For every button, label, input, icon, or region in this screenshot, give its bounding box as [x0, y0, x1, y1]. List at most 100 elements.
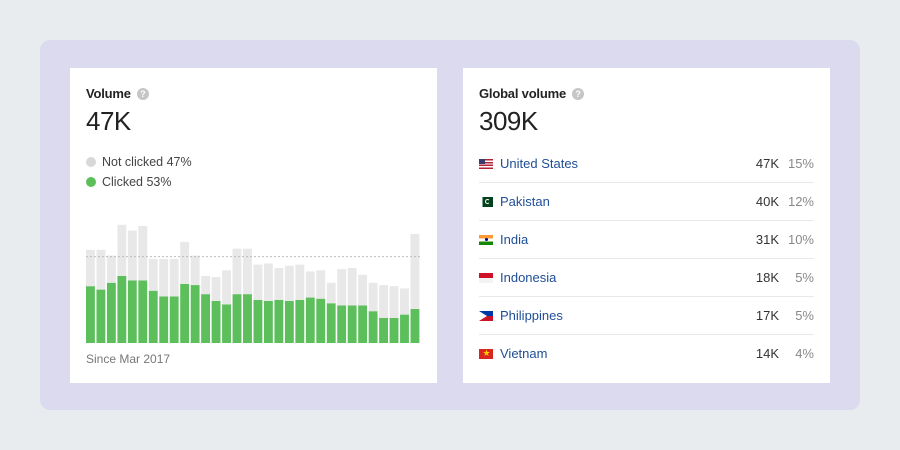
bar-not-clicked: [263, 263, 273, 301]
bar-clicked: [316, 298, 326, 343]
country-row-in: India 31K 10%: [479, 221, 814, 259]
country-row-vn: Vietnam 14K 4%: [479, 335, 814, 372]
bar-not-clicked: [253, 264, 263, 300]
bar-not-clicked: [295, 264, 305, 300]
country-volume: 47K: [755, 156, 779, 171]
bar-not-clicked: [86, 249, 95, 287]
bar-clicked: [337, 305, 347, 343]
country-volume: 31K: [755, 232, 779, 247]
bar-not-clicked: [180, 241, 190, 284]
bar-not-clicked: [127, 230, 137, 281]
bar-clicked: [347, 305, 357, 343]
bar-not-clicked: [169, 258, 179, 297]
bar-not-clicked: [201, 275, 211, 295]
bar-not-clicked: [305, 271, 315, 298]
help-icon[interactable]: ?: [571, 87, 584, 100]
legend-swatch-clicked: [86, 177, 96, 187]
country-row-id: Indonesia 18K 5%: [479, 259, 814, 297]
us-flag-icon: [479, 158, 493, 169]
bar-not-clicked: [284, 265, 294, 301]
bar-not-clicked: [400, 288, 409, 315]
legend-item-not-clicked: Not clicked 47%: [86, 152, 192, 172]
bar-not-clicked: [410, 233, 420, 309]
bar-not-clicked: [190, 255, 200, 286]
volume-value: 47K: [86, 106, 131, 136]
global-volume-value: 309K: [479, 106, 538, 136]
legend-label-not-clicked: Not clicked 47%: [102, 155, 192, 169]
background-frame: Volume ? 47K Not clicked 47% Clicked 53%…: [40, 40, 860, 410]
bar-not-clicked: [274, 268, 284, 300]
bar-clicked: [274, 299, 284, 343]
country-name[interactable]: Pakistan: [500, 194, 550, 209]
bar-not-clicked: [211, 277, 221, 301]
bar-clicked: [305, 297, 315, 343]
bar-clicked: [180, 283, 190, 343]
bar-not-clicked: [389, 286, 399, 318]
country-name[interactable]: India: [500, 232, 529, 247]
bar-clicked: [263, 300, 273, 343]
global-volume-title: Global volume ?: [479, 86, 584, 101]
pk-flag-icon: [479, 196, 493, 207]
bar-clicked: [169, 296, 179, 343]
bar-clicked: [368, 311, 378, 343]
bar-not-clicked: [159, 258, 169, 297]
country-volume: 40K: [755, 194, 779, 209]
global-volume-card: Global volume ? 309K United States 47K 1…: [463, 68, 830, 383]
country-name[interactable]: Indonesia: [500, 270, 557, 285]
bar-not-clicked: [222, 270, 231, 305]
volume-card: Volume ? 47K Not clicked 47% Clicked 53%…: [70, 68, 437, 383]
bar-not-clicked: [106, 255, 116, 283]
bar-clicked: [148, 290, 158, 343]
legend-item-clicked: Clicked 53%: [86, 172, 192, 192]
country-row-ph: Philippines 17K 5%: [479, 297, 814, 335]
bar-clicked: [358, 305, 368, 343]
bar-clicked: [400, 314, 409, 343]
bar-not-clicked: [148, 258, 158, 291]
bar-clicked: [222, 304, 231, 343]
bar-clicked: [201, 294, 211, 343]
bar-clicked: [243, 294, 252, 343]
volume-bar-chart: [86, 224, 421, 343]
bar-not-clicked: [96, 249, 106, 290]
country-row-us: United States 47K 15%: [479, 145, 814, 183]
chart-legend: Not clicked 47% Clicked 53%: [86, 152, 192, 192]
bar-clicked: [86, 286, 95, 343]
country-list: United States 47K 15% Pakistan 40K 12% I…: [479, 145, 814, 372]
bar-not-clicked: [243, 248, 252, 295]
bar-not-clicked: [138, 225, 148, 281]
bar-not-clicked: [316, 270, 326, 299]
bar-clicked: [379, 318, 388, 343]
country-volume: 18K: [755, 270, 779, 285]
help-icon[interactable]: ?: [136, 87, 149, 100]
country-volume: 17K: [755, 308, 779, 323]
bar-clicked: [295, 299, 305, 343]
bar-not-clicked: [232, 248, 242, 295]
bar-not-clicked: [379, 285, 388, 318]
bar-not-clicked: [337, 269, 347, 306]
in-flag-icon: [479, 234, 493, 245]
bar-clicked: [138, 280, 148, 343]
country-name[interactable]: Vietnam: [500, 346, 548, 361]
country-row-pk: Pakistan 40K 12%: [479, 183, 814, 221]
country-share: 10%: [787, 232, 814, 247]
bar-not-clicked: [326, 282, 336, 304]
country-share: 5%: [795, 270, 814, 285]
country-volume: 14K: [755, 346, 779, 361]
bar-clicked: [127, 280, 137, 343]
bar-not-clicked: [117, 224, 127, 276]
bar-clicked: [253, 299, 263, 343]
country-name[interactable]: United States: [500, 156, 579, 171]
volume-title-text: Volume: [86, 86, 131, 101]
volume-title: Volume ?: [86, 86, 149, 101]
bar-clicked: [389, 318, 399, 343]
bar-clicked: [96, 289, 106, 343]
since-label: Since Mar 2017: [86, 352, 171, 366]
country-name[interactable]: Philippines: [500, 308, 563, 323]
bar-clicked: [232, 294, 242, 343]
country-share: 12%: [787, 194, 814, 209]
id-flag-icon: [479, 272, 493, 283]
bar-not-clicked: [347, 268, 357, 306]
global-volume-title-text: Global volume: [479, 86, 566, 101]
bar-clicked: [410, 308, 420, 343]
bar-clicked: [106, 282, 116, 343]
